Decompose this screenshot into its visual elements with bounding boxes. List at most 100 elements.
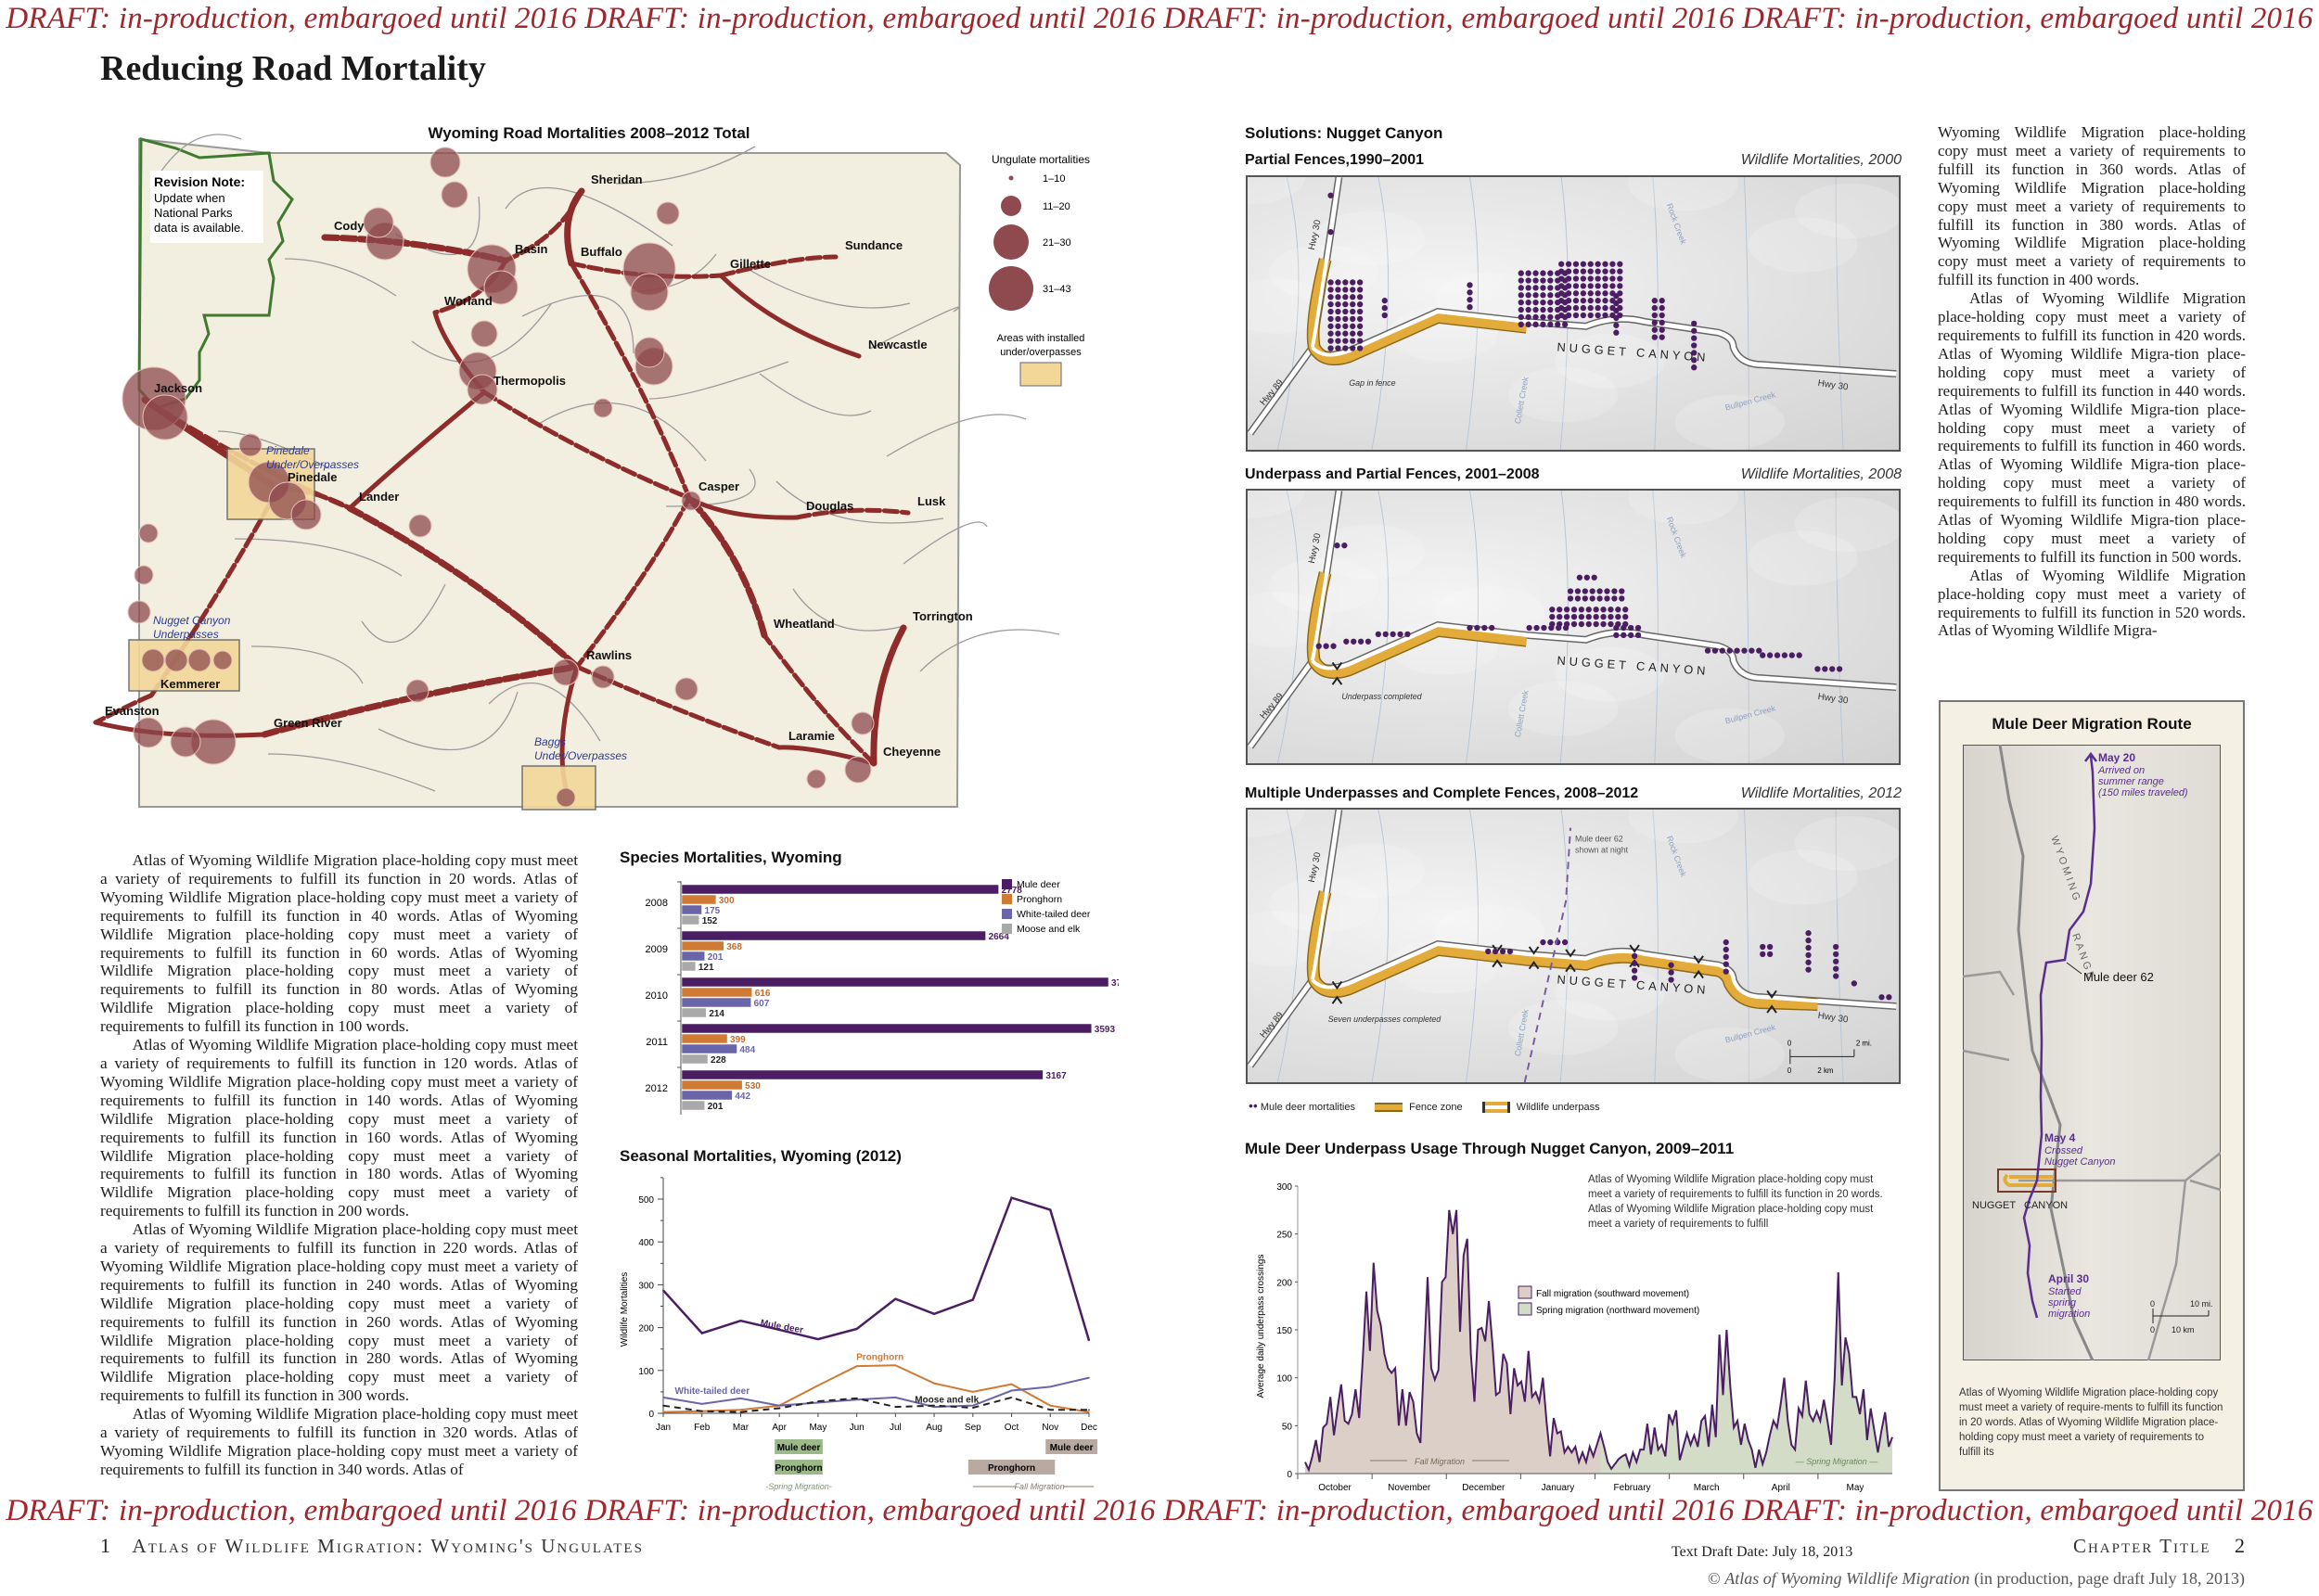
route-label: Crossed xyxy=(2044,1145,2083,1156)
mule-deer-mortality-dot xyxy=(1659,304,1665,312)
mule-deer-mortality-dot xyxy=(1619,595,1625,602)
route-label: Arrived on xyxy=(2097,765,2145,776)
data-point xyxy=(1088,1409,1090,1411)
mule-deer-mortality-dot xyxy=(1563,613,1570,620)
city-label: Buffalo xyxy=(581,245,622,259)
scale-label: 0 xyxy=(1787,1040,1792,1048)
mule-deer-mortality-dot xyxy=(1805,966,1812,973)
mule-deer-mortality-dot xyxy=(1781,652,1788,658)
footer-right: Chapter Title 2 xyxy=(2073,1534,2245,1558)
mule-deer-mortality-dot xyxy=(1327,294,1334,300)
road-mortality-line xyxy=(574,495,692,670)
data-point xyxy=(739,1320,742,1322)
mule-deer-mortality-dot xyxy=(1364,638,1372,645)
mule-deer-mortality-dot xyxy=(1622,613,1629,620)
mule-deer-mortality-dot xyxy=(1570,620,1578,628)
mule-deer-mortality-dot xyxy=(1327,330,1334,337)
fall-migration-area xyxy=(1305,1209,1601,1474)
data-point xyxy=(1010,1383,1013,1385)
bar-mule-deer xyxy=(681,884,999,895)
data-point xyxy=(739,1409,742,1411)
data-label: 175 xyxy=(705,906,721,916)
mule-deer-mortality-dot xyxy=(1547,270,1554,276)
mule-deer-mortality-dot xyxy=(1580,312,1587,319)
stream xyxy=(1835,810,1844,1082)
mule-deer-mortality-dot xyxy=(1659,326,1665,333)
mule-deer-mortality-dot xyxy=(1602,312,1608,319)
route-label: May 20 xyxy=(2098,751,2135,764)
x-tick-label: Sep xyxy=(965,1423,981,1433)
mule-deer-mortality-dot xyxy=(1467,624,1473,632)
mule-deer-mortality-dot xyxy=(1335,294,1341,300)
stream xyxy=(1466,177,1479,450)
mule-deer-mortality-dot xyxy=(1356,338,1364,344)
mule-deer-mortality-dot xyxy=(1578,613,1585,620)
mule-deer-mortality-dot xyxy=(1565,312,1572,319)
mule-deer-mortality-dot xyxy=(1350,338,1356,344)
mule-deer-mortality-dot xyxy=(1557,606,1563,613)
mule-deer-mortality-dot xyxy=(1691,342,1698,349)
minor-road xyxy=(615,146,756,185)
bar-mule-deer xyxy=(681,930,986,941)
underpass-usage-chart: 0 50 100 150 200 250 300 Average daily underpas… xyxy=(1256,1182,1893,1493)
data-label: 442 xyxy=(735,1092,750,1102)
overpass-label: Nugget Canyon xyxy=(153,614,231,627)
data-point xyxy=(739,1411,742,1413)
mule-deer-mortality-dot xyxy=(1621,632,1627,639)
mule-deer-mortality-dot xyxy=(1613,307,1620,314)
mule-deer-mortality-dot xyxy=(1691,335,1698,341)
mule-deer-mortality-dot xyxy=(1563,606,1570,613)
mule-deer-mortality-dot xyxy=(1587,298,1594,304)
mule-deer-mortality-dot xyxy=(1691,357,1698,364)
mule-deer-mortality-dot xyxy=(1613,322,1620,328)
mule-deer-mortality-dot xyxy=(1356,294,1364,300)
mule-deer-mortality-dot xyxy=(1604,595,1610,602)
mule-deer-mortality-dot xyxy=(1595,283,1601,289)
road-mortality-line xyxy=(347,389,487,511)
mule-deer-mortality-dot xyxy=(1540,292,1546,299)
mule-deer-mortality-dot xyxy=(1382,631,1389,638)
mule-deer-mortality-dot xyxy=(1576,574,1583,581)
route-label: Nugget Canyon xyxy=(2044,1156,2115,1168)
hwy-label: Hwy 30 xyxy=(1817,692,1850,707)
line-mule-deer xyxy=(662,1196,1091,1341)
hwy-label: Hwy 30 xyxy=(1817,378,1850,393)
mule-deer-mortality-dot xyxy=(1595,298,1601,304)
mule-deer-mortality-dot xyxy=(1595,290,1601,297)
y-tick-label: 300 xyxy=(638,1281,654,1291)
mule-deer-mortality-dot xyxy=(1335,300,1341,308)
x-tick-label: Apr xyxy=(772,1423,787,1433)
mule-deer-mortality-dot xyxy=(1565,268,1572,275)
mule-deer-mortality-dot xyxy=(1561,321,1569,327)
species-chart-title: Species Mortalities, Wyoming xyxy=(620,849,842,866)
mule-deer-mortality-dot xyxy=(1602,290,1608,297)
species-mortalities-chart: 2008277830017515220092664368201121201037… xyxy=(646,879,1119,1115)
mule-deer-mortality-dot xyxy=(1356,308,1364,315)
mule-deer-mortality-dot xyxy=(1327,345,1334,351)
bar-mule-deer xyxy=(681,977,1109,988)
mule-deer-mortality-dot xyxy=(1659,298,1665,304)
mule-deer-mortality-dot xyxy=(1356,300,1364,308)
mule-deer-mortality-dot xyxy=(1506,948,1514,955)
series-label: Pronghorn xyxy=(856,1352,903,1362)
mule-deer-mortality-dot xyxy=(1381,298,1388,304)
paragraph: Atlas of Wyoming Wildlife Migration plac… xyxy=(100,1405,578,1478)
data-label: 214 xyxy=(709,1009,724,1019)
minor-road xyxy=(157,134,242,177)
mule-deer-mortality-dot xyxy=(1578,620,1585,628)
hwy-label: Hwy 30 xyxy=(1817,1011,1850,1026)
wildlife-underpass-icon xyxy=(1481,1102,1510,1114)
stream xyxy=(1466,810,1479,1082)
mule-deer-mortality-dot xyxy=(1805,944,1812,951)
revision-note-box xyxy=(150,171,263,243)
data-label: 201 xyxy=(708,952,724,963)
data-point xyxy=(662,1289,664,1292)
mule-deer-mortality-dot xyxy=(1587,283,1594,289)
mule-deer-mortality-dot xyxy=(1518,313,1524,321)
category-label: 2012 xyxy=(646,1083,668,1094)
mule-deer-mortality-dot xyxy=(1492,948,1499,955)
bar-pronghorn xyxy=(681,940,724,951)
mule-deer-mortality-dot xyxy=(1580,290,1587,297)
stream xyxy=(1559,810,1569,1082)
mule-deer-mortality-dot xyxy=(1558,304,1565,312)
